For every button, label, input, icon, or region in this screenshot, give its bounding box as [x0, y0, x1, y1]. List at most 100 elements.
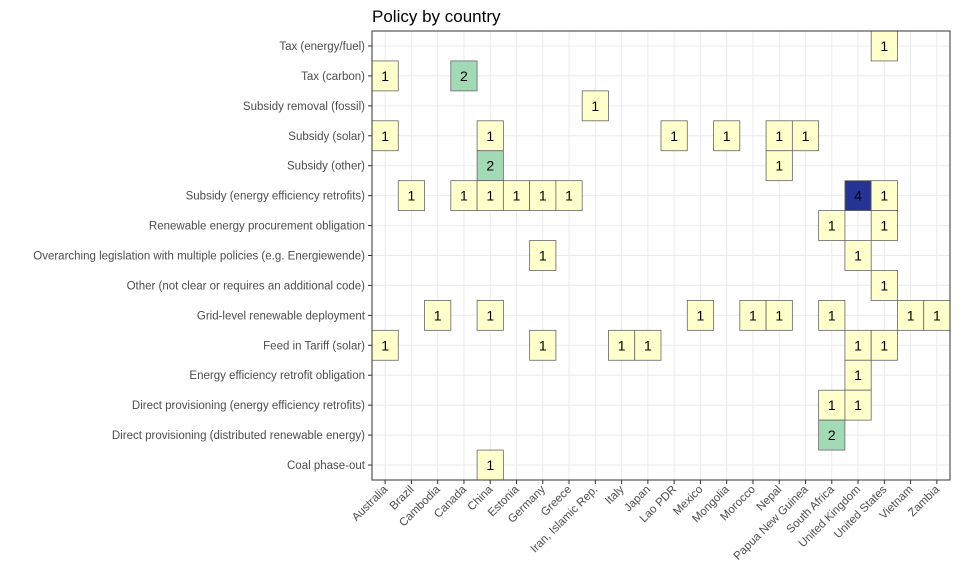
cell-value-label: 1 — [828, 307, 836, 323]
cell-value-label: 1 — [565, 188, 573, 204]
heatmap-cell-rect — [608, 329, 636, 361]
cell-value-label: 1 — [907, 307, 915, 323]
heatmap-cell: 1 — [634, 329, 662, 361]
heatmap-cell-rect — [660, 120, 688, 152]
y-tick-label: Overarching legislation with multiple po… — [33, 251, 365, 263]
cell-value-label: 1 — [434, 307, 442, 323]
heatmap-cell-rect — [581, 90, 609, 122]
y-tick-label: Direct provisioning (distributed renewab… — [112, 430, 365, 442]
heatmap-cell: 1 — [371, 120, 399, 152]
heatmap-cell: 4 — [844, 180, 872, 212]
heatmap-cell-rect — [870, 30, 898, 62]
heatmap-cell-rect — [371, 120, 399, 152]
cell-value-label: 1 — [802, 128, 810, 144]
heatmap-cell-rect — [555, 180, 583, 212]
cell-value-label: 1 — [539, 248, 547, 264]
heatmap-cell-rect — [686, 299, 714, 331]
y-tick-label: Other (not clear or requires an addition… — [127, 280, 366, 292]
cell-value-label: 1 — [933, 307, 941, 323]
heatmap-cell-rect — [870, 329, 898, 361]
heatmap-cell: 1 — [424, 299, 452, 331]
heatmap-cell-rect — [791, 120, 820, 152]
heatmap-cell-rect — [529, 180, 557, 212]
heatmap-cell-rect — [897, 299, 925, 331]
heatmap-cell: 1 — [555, 180, 583, 212]
heatmap-cell: 1 — [870, 270, 898, 301]
heatmap-cell: 1 — [371, 60, 399, 92]
heatmap-cell-rect — [476, 449, 504, 481]
cell-value-label: 1 — [775, 158, 783, 174]
heatmap-cell-rect — [371, 329, 399, 361]
heatmap-cell-rect — [529, 329, 557, 361]
heatmap-cell: 1 — [397, 180, 425, 212]
y-tick-label: Grid-level renewable deployment — [197, 310, 366, 322]
heatmap-cell: 1 — [870, 30, 898, 62]
y-tick-label: Subsidy (solar) — [288, 131, 365, 143]
y-tick-label: Renewable energy procurement obligation — [149, 221, 365, 233]
heatmap-cell-rect — [634, 329, 662, 361]
heatmap-cell: 1 — [660, 120, 688, 152]
cell-value-label: 1 — [486, 128, 494, 144]
heatmap-cell-rect — [765, 299, 793, 331]
heatmap-cell: 1 — [476, 120, 504, 152]
heatmap-cell-rect — [870, 180, 898, 212]
y-tick-label: Feed in Tariff (solar) — [263, 340, 365, 352]
heatmap-cell: 2 — [818, 419, 846, 451]
heatmap-cell-rect — [870, 210, 898, 241]
cell-value-label: 1 — [539, 337, 547, 353]
cell-value-label: 1 — [381, 128, 389, 144]
heatmap-cell-rect — [450, 60, 478, 92]
heatmap-cell: 1 — [739, 299, 767, 331]
heatmap-cell: 1 — [818, 389, 846, 421]
cell-value-label: 1 — [854, 337, 862, 353]
cell-value-label: 1 — [880, 277, 888, 293]
heatmap-cell-rect — [765, 150, 793, 182]
heatmap-cell: 1 — [897, 299, 925, 331]
cell-value-label: 1 — [775, 307, 783, 323]
heatmap-cell: 1 — [765, 120, 793, 152]
y-tick-label: Energy efficiency retrofit obligation — [189, 370, 365, 382]
cell-value-label: 1 — [644, 337, 652, 353]
heatmap-cell: 1 — [529, 329, 557, 361]
heatmap-cell-rect — [713, 120, 741, 152]
y-tick-label: Subsidy removal (fossil) — [243, 101, 365, 113]
heatmap-cell-rect — [818, 299, 846, 331]
y-tick-label: Subsidy (energy efficiency retrofits) — [186, 191, 366, 203]
cell-value-label: 1 — [591, 98, 599, 114]
chart-title: Policy by country — [372, 7, 501, 26]
cell-value-label: 1 — [460, 188, 468, 204]
y-axis: Tax (energy/fuel) Tax (carbon) Subsidy rem… — [33, 41, 372, 472]
cell-value-label: 1 — [723, 128, 731, 144]
heatmap-cell-rect — [844, 359, 872, 391]
heatmap-cells: 1 1 2 1 1 1 1 1 1 1 2 1 1 1 1 1 1 1 4 1 1 1 1 1 1 1 1 1 1 1 1 1 1 1 1 1 1 1 1 1… — [371, 30, 951, 481]
cell-value-label: 2 — [828, 427, 836, 443]
heatmap-cell: 1 — [844, 359, 872, 391]
heatmap-cell: 1 — [870, 210, 898, 241]
cell-value-label: 1 — [539, 188, 547, 204]
heatmap-cell-rect — [818, 389, 846, 421]
heatmap-cell: 1 — [844, 240, 872, 271]
cell-value-label: 1 — [381, 68, 389, 84]
cell-value-label: 1 — [854, 397, 862, 413]
heatmap-cell: 1 — [529, 180, 557, 212]
heatmap-cell-rect — [371, 60, 399, 92]
heatmap-cell: 2 — [450, 60, 478, 92]
cell-value-label: 1 — [408, 188, 416, 204]
y-tick-label: Tax (carbon) — [301, 71, 365, 83]
heatmap-cell: 1 — [844, 329, 872, 361]
heatmap-cell-rect — [844, 389, 872, 421]
heatmap-cell: 1 — [686, 299, 714, 331]
heatmap-cell-rect — [424, 299, 452, 331]
cell-value-label: 2 — [486, 158, 494, 174]
cell-value-label: 1 — [880, 38, 888, 54]
cell-value-label: 1 — [828, 218, 836, 234]
y-tick-label: Coal phase-out — [287, 460, 366, 472]
heatmap-cell-rect — [818, 419, 846, 451]
cell-value-label: 1 — [670, 128, 678, 144]
cell-value-label: 1 — [749, 307, 757, 323]
cell-value-label: 1 — [618, 337, 626, 353]
heatmap-cell-rect — [844, 180, 872, 212]
heatmap-cell: 1 — [923, 299, 951, 331]
